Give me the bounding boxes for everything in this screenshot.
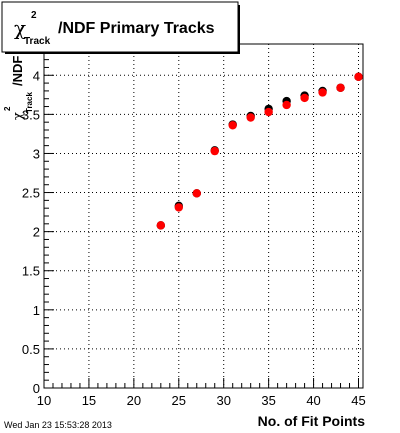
red-marker <box>354 72 363 82</box>
y-tick-label: 0.5 <box>22 342 40 357</box>
x-tick-label: 10 <box>37 393 51 408</box>
red-marker <box>228 121 237 130</box>
y-tick-label: 1.5 <box>22 264 40 279</box>
y-tick-label: 3 <box>33 146 40 161</box>
ylabel-superscript: 2 <box>3 106 12 111</box>
red-marker <box>192 189 201 198</box>
x-tick-label: 20 <box>127 393 141 408</box>
red-marker <box>174 203 183 212</box>
y-axis-title: χ 2 Track /NDF <box>3 56 34 120</box>
red-marker <box>264 107 273 117</box>
x-tick-label: 40 <box>306 393 320 408</box>
red-marker <box>318 88 327 97</box>
x-tick-label: 45 <box>351 393 365 408</box>
y-tick-label: 2 <box>33 225 40 240</box>
title-subscript: Track <box>24 36 51 47</box>
grid-lines <box>44 44 363 388</box>
title-superscript: 2 <box>31 10 37 21</box>
x-tick-label: 15 <box>82 393 96 408</box>
y-tick-label: 1 <box>33 303 40 318</box>
timestamp: Wed Jan 23 15:53:28 2013 <box>4 420 112 430</box>
red-marker <box>336 83 345 92</box>
red-marker <box>246 113 255 122</box>
y-axis-ticks: 0 0.5 1 1.5 2 2.5 3 3.5 4 <box>22 43 54 396</box>
plot-frame <box>43 43 364 389</box>
ylabel-suffix: /NDF <box>10 56 25 86</box>
y-tick-label: 3.5 <box>22 107 40 122</box>
y-tick-label: 0 <box>33 381 40 396</box>
red-marker <box>210 146 219 156</box>
ylabel-chi-symbol: χ <box>11 112 26 120</box>
chart-title: /NDF Primary Tracks <box>58 20 215 37</box>
title-chi-symbol: χ <box>14 16 26 40</box>
x-axis-ticks: 10 15 20 25 30 35 40 45 <box>37 378 366 408</box>
data-points <box>156 72 363 230</box>
red-marker <box>282 100 291 110</box>
y-tick-label: 2.5 <box>22 186 40 201</box>
red-marker <box>156 221 166 230</box>
x-tick-label: 30 <box>216 393 230 408</box>
red-marker <box>300 93 309 103</box>
x-tick-label: 35 <box>261 393 275 408</box>
x-tick-label: 25 <box>172 393 186 408</box>
y-tick-label: 4 <box>33 68 40 83</box>
x-axis-title: No. of Fit Points <box>258 413 366 429</box>
ylabel-subscript: Track <box>25 92 34 113</box>
chart-title-box: χ 2 Track /NDF Primary Tracks <box>1 1 240 54</box>
